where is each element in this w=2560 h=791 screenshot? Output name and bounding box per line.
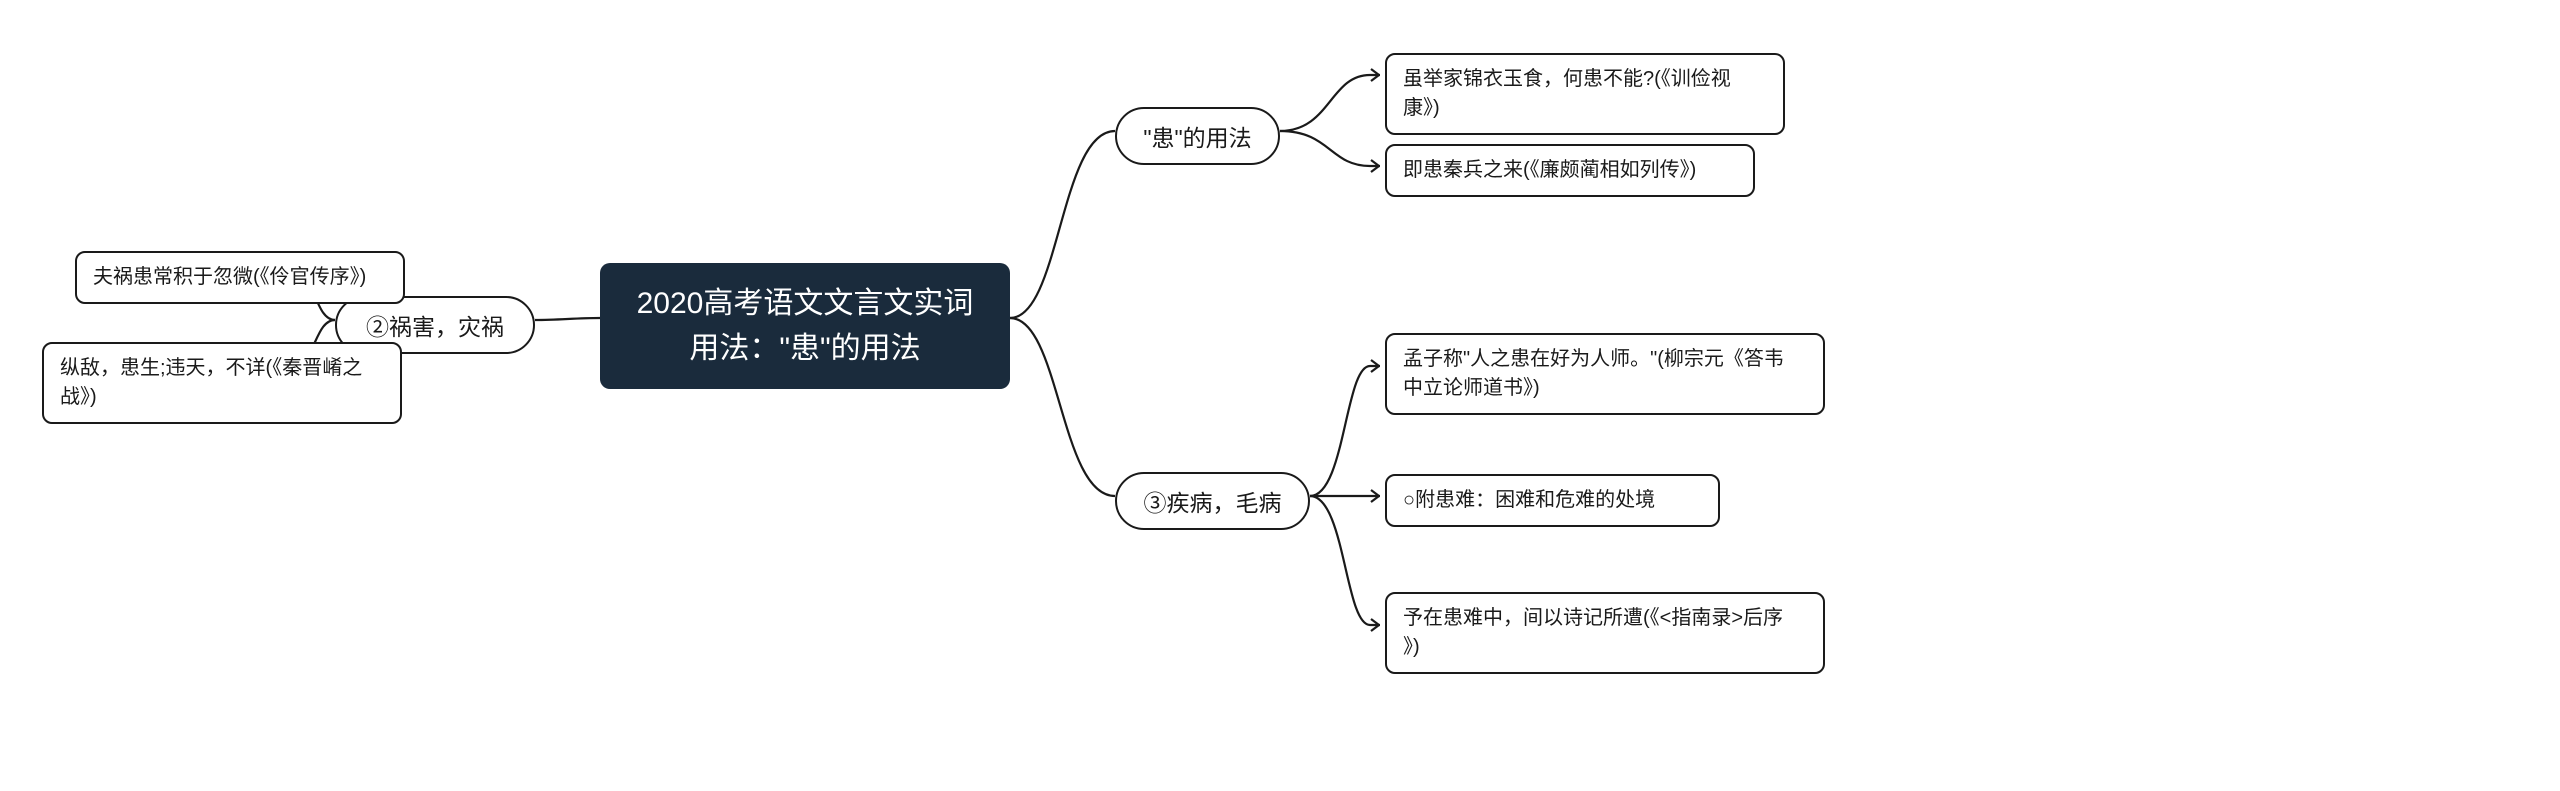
leaf-line2: 中立论师道书》) [1403, 374, 1784, 403]
root-line2: 用法："患"的用法 [637, 326, 974, 371]
leaf-line2: 》) [1403, 633, 1783, 662]
leaf-text: ○附患难：困难和危难的处境 [1403, 486, 1655, 515]
leaf-text: 即患秦兵之来(《廉颇蔺相如列传》) [1403, 156, 1696, 185]
leaf-line1: 孟子称"人之患在好为人师。"(柳宗元《答韦 [1403, 345, 1784, 374]
branch-label: ②祸害，灾祸 [366, 308, 504, 342]
mindmap-canvas: 2020高考语文文言文实词 用法："患"的用法 ②祸害，灾祸 "患"的用法 ③疾… [0, 0, 2560, 791]
leaf-illness-1: 孟子称"人之患在好为人师。"(柳宗元《答韦 中立论师道书》) [1385, 333, 1825, 415]
leaf-left-1: 夫祸患常积于忽微(《伶官传序》) [75, 251, 405, 304]
branch-usage: "患"的用法 [1115, 107, 1280, 165]
branch-label: ③疾病，毛病 [1144, 484, 1282, 518]
leaf-usage-1: 虽举家锦衣玉食，何患不能?(《训俭视康》) [1385, 53, 1785, 135]
root-line1: 2020高考语文文言文实词 [637, 281, 974, 326]
leaf-illness-3: 予在患难中，间以诗记所遭(《<指南录>后序 》) [1385, 592, 1825, 674]
root-node: 2020高考语文文言文实词 用法："患"的用法 [600, 263, 1010, 389]
branch-illness: ③疾病，毛病 [1115, 472, 1310, 530]
leaf-text: 虽举家锦衣玉食，何患不能?(《训俭视康》) [1403, 65, 1767, 123]
leaf-usage-2: 即患秦兵之来(《廉颇蔺相如列传》) [1385, 144, 1755, 197]
leaf-text: 纵敌，患生;违天，不详(《秦晋崤之战》) [60, 354, 384, 412]
leaf-left-2: 纵敌，患生;违天，不详(《秦晋崤之战》) [42, 342, 402, 424]
branch-label: "患"的用法 [1143, 119, 1251, 153]
leaf-illness-2: ○附患难：困难和危难的处境 [1385, 474, 1720, 527]
leaf-text: 夫祸患常积于忽微(《伶官传序》) [93, 263, 366, 292]
leaf-line1: 予在患难中，间以诗记所遭(《<指南录>后序 [1403, 604, 1783, 633]
